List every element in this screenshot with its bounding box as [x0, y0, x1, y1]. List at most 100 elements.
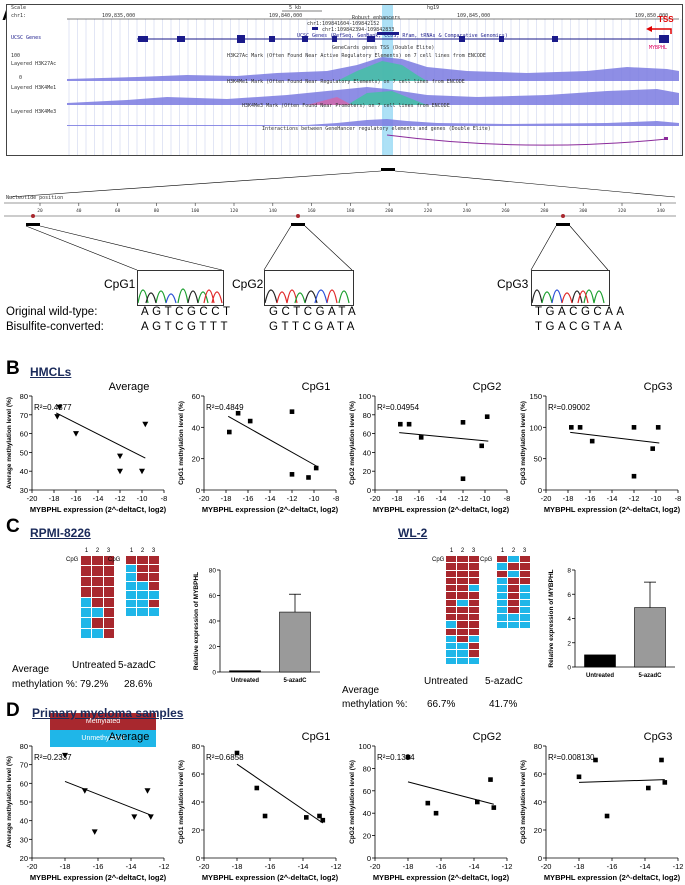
nucleotide-axis-label: Nucleotide position: [6, 195, 64, 201]
unmethylated-cell: [137, 608, 148, 616]
nucleotide-tick-label: 100: [191, 208, 199, 214]
methylated-cell: [446, 606, 457, 614]
data-point: [117, 453, 123, 460]
x-tick-label: -8: [333, 494, 340, 503]
methylated-cell: [508, 599, 519, 607]
data-point: [317, 813, 322, 819]
x-axis-label: MYBPHL expression (2^-deltaCt, log2): [30, 873, 167, 882]
original-wildtype-label: Original wild-type:: [6, 306, 98, 318]
y-tick-label: 20: [192, 455, 200, 464]
data-point: [406, 421, 412, 427]
y-tick-label: 0: [196, 486, 200, 495]
browser-tracks-svg: [67, 5, 682, 155]
x-tick-label: -16: [585, 494, 596, 503]
y-tick-label: 40: [209, 619, 217, 626]
scatter-primary-cpg1: CpG1 0 20 40 60 80 -20 -18 -16 -14 -12 MYBPHL expre…: [178, 731, 341, 882]
x-tick-label: -12: [115, 494, 126, 503]
h3k27ac-y100: 100: [11, 53, 21, 59]
x-axis-label: MYBPHL expression (2^-deltaCt, log2): [202, 505, 339, 514]
data-point: [460, 420, 466, 425]
coord-mid1: 109,840,000: [269, 13, 303, 19]
unmethylated-cell: [92, 607, 103, 618]
y-tick-label: 100: [358, 742, 371, 751]
x-axis-label: MYBPHL expression (2^-deltaCt, log2): [202, 873, 339, 882]
r-squared-label: R²=0.6858: [206, 753, 244, 762]
data-point: [405, 754, 411, 760]
unmethylated-cell: [457, 650, 468, 657]
x-tick-label: -12: [458, 494, 469, 503]
wl2-untreated-methylation-grid: [446, 556, 479, 664]
x-tick-label: -16: [607, 862, 618, 871]
nucleotide-tick-label: 80: [154, 208, 160, 214]
nucleotide-tick-label: 320: [618, 208, 626, 214]
methylated-cell: [446, 614, 457, 621]
y-tick-label: 30: [20, 486, 28, 495]
ucsc-genes-desc: UCSC Genes (RefSeq, GenBank, CCDS, Rfam,…: [297, 33, 508, 39]
unmethylated-cell: [81, 618, 92, 628]
unmethylated-cell: [137, 590, 148, 599]
y-tick-label: 20: [363, 832, 371, 841]
methylated-cell: [92, 576, 103, 587]
methylated-cell: [508, 585, 519, 592]
col-hdr: 2: [95, 548, 100, 554]
unmethylated-cell: [446, 635, 457, 643]
methylated-cell: [81, 587, 92, 597]
unmethylated-cell: [92, 628, 103, 638]
unmethylated-cell: [81, 597, 92, 607]
x-tick-label: -16: [414, 494, 425, 503]
data-point: [418, 435, 424, 440]
y-tick-label: 4: [567, 616, 571, 623]
y-tick-label: 80: [20, 742, 28, 751]
y-tick-label: 50: [20, 448, 28, 457]
data-point: [73, 431, 79, 437]
unmethylated-cell: [508, 614, 519, 621]
data-point: [425, 800, 431, 806]
data-point: [460, 476, 466, 482]
methylated-cell: [457, 577, 468, 585]
unmethylated-cell: [446, 650, 457, 657]
data-point: [320, 817, 326, 823]
r-squared-label: R²=0.2337: [34, 753, 72, 762]
methylated-cell: [519, 563, 530, 570]
methylated-cell: [92, 618, 103, 628]
interactions-desc: Interactions between GeneHancer regulato…: [262, 126, 491, 132]
methylated-cell: [92, 597, 103, 607]
nucleotide-tick-label: 200: [385, 208, 393, 214]
x-tick-label: -18: [403, 862, 414, 871]
data-point: [655, 425, 661, 430]
methylated-cell: [148, 582, 159, 590]
rpmi-title: RPMI-8226: [30, 526, 91, 540]
unmethylated-cell: [508, 621, 519, 628]
scatter-hmcl-cpg2: CpG2 0 20 40 60 80 100 -20 -18 -16 -14 -12 -10 -8 MYBP…: [349, 381, 510, 514]
methylated-cell: [148, 599, 159, 608]
data-point: [254, 785, 260, 791]
x-tick-label: -20: [199, 494, 210, 503]
h3k4me3-label: Layered H3K4Me3: [11, 109, 57, 115]
data-point: [234, 750, 240, 756]
methylated-cell: [457, 563, 468, 570]
methylated-cell: [468, 563, 479, 570]
unmethylated-cell: [81, 607, 92, 618]
nucleotide-tick-label: 40: [76, 208, 82, 214]
x-tick-label: -10: [137, 494, 148, 503]
region2-label: chr1:109842394-109842833: [322, 27, 395, 33]
ucsc-genes-label: UCSC Genes: [11, 35, 42, 41]
y-tick-label: 150: [529, 392, 542, 401]
cpg2-orig-seq: GCTCGATA: [269, 306, 360, 318]
methylated-cell: [457, 628, 468, 635]
nucleotide-tick-label: 20: [37, 208, 43, 214]
h3k4me1-desc: H3K4Me1 Mark (Often Found Near Regulator…: [227, 79, 465, 85]
nucleotide-tick-label: 280: [540, 208, 548, 214]
y-tick-label: 100: [358, 392, 371, 401]
data-point: [631, 473, 637, 479]
y-tick-label: 2: [567, 640, 571, 647]
y-tick-label: 30: [20, 835, 28, 844]
regression-line: [570, 431, 660, 444]
unmethylated-cell: [497, 585, 508, 592]
methylated-cell: [468, 628, 479, 635]
wl2-avg-label-2: methylation %:: [342, 699, 408, 710]
col-hdr: 2: [511, 548, 516, 554]
data-point: [569, 425, 574, 430]
data-point: [576, 774, 582, 780]
